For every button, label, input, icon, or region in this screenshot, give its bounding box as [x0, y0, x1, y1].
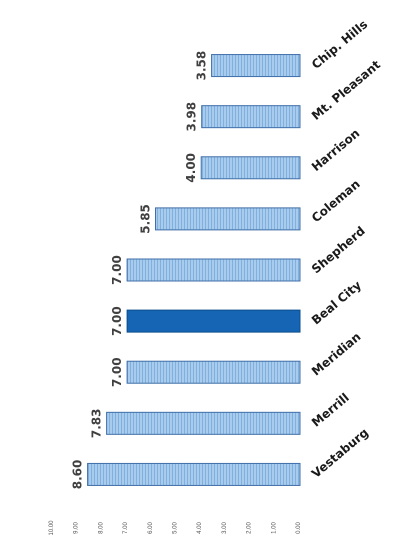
value-label: 7.00 [110, 306, 124, 336]
value-label: 7.83 [90, 409, 104, 439]
bar-merrill [106, 411, 301, 435]
category-label: Vestaburg [309, 425, 371, 480]
tick-label: 6.00 [148, 522, 154, 534]
value-label: 5.85 [139, 204, 153, 234]
category-label: Chip. Hills [309, 17, 370, 72]
bar-shepherd [126, 258, 301, 282]
bar-beal-city [126, 309, 301, 333]
bar-meridian [126, 360, 301, 384]
bar-vestaburg [87, 462, 301, 486]
value-label: 8.60 [71, 460, 85, 490]
value-label: 7.00 [110, 357, 124, 387]
value-labels-group: 8.60 7.83 7.00 7.00 7.00 5.85 4.00 3.98 3.58 [71, 51, 209, 489]
tick-label: 9.00 [74, 522, 80, 534]
tick-label: 1.00 [271, 522, 277, 534]
category-label: Meridian [309, 330, 364, 379]
category-label: Harrison [309, 126, 362, 174]
category-label: Coleman [309, 177, 363, 225]
bar-coleman [155, 207, 301, 231]
tick-label: 10.00 [49, 520, 55, 536]
tick-label: 2.00 [247, 522, 253, 534]
category-label: Shepherd [309, 224, 368, 277]
value-label: 4.00 [184, 153, 198, 183]
bar-chip-hills [211, 54, 301, 78]
tick-label: 7.00 [123, 522, 129, 534]
value-label: 3.58 [195, 51, 209, 81]
tick-label: 5.00 [173, 522, 179, 534]
tick-label: 3.00 [222, 522, 228, 534]
value-label: 7.00 [110, 255, 124, 285]
bars-group [87, 54, 301, 486]
value-label: 3.98 [185, 102, 199, 132]
tick-label: 4.00 [197, 522, 203, 534]
x-axis-ticks: 0.00 1.00 2.00 3.00 4.00 5.00 6.00 7.00 8.00 9.00… [49, 520, 302, 536]
category-label: Beal City [309, 278, 364, 328]
bar-harrison [200, 156, 301, 180]
bar-mt-pleasant [201, 105, 301, 129]
category-label: Merrill [309, 390, 352, 429]
tick-label: 8.00 [98, 522, 104, 534]
tick-label: 0.00 [296, 522, 302, 534]
